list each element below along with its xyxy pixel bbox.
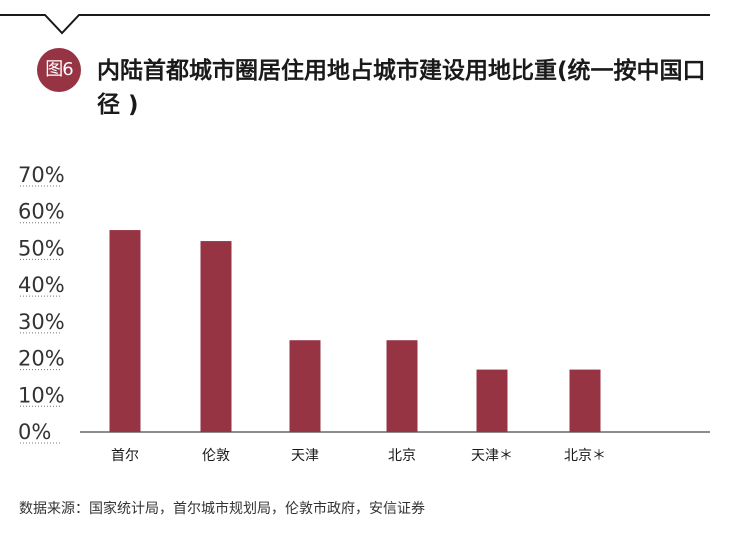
x-tick-label: 北京 [388, 448, 416, 464]
y-tick-label: 30% [18, 310, 65, 334]
y-tick-label: 20% [18, 347, 65, 371]
bar [109, 230, 141, 432]
y-tick-label: 50% [18, 236, 65, 260]
chart-title: 内陆首都城市圈居住用地占城市建设用地比重(统一按中国口径 ) [97, 58, 706, 118]
bar [386, 340, 418, 432]
bar [569, 369, 601, 432]
x-tick-label: 天津＊ [471, 448, 513, 464]
figure-number-badge: 图6 [37, 48, 81, 92]
header-rule [0, 14, 710, 35]
x-tick-label: 北京＊ [564, 448, 606, 464]
y-tick-label: 0% [18, 420, 51, 444]
bar [289, 340, 321, 432]
y-tick-label: 40% [18, 273, 65, 297]
y-tick-label: 70% [18, 163, 65, 187]
data-source-note: 数据来源：国家统计局，首尔城市规划局，伦敦市政府，安信证券 [19, 501, 425, 517]
y-tick-label: 60% [18, 200, 65, 224]
bar [476, 369, 508, 432]
bar [200, 241, 232, 432]
y-tick-label: 10% [18, 383, 65, 407]
x-tick-label: 伦敦 [202, 448, 230, 464]
x-tick-label: 首尔 [111, 448, 139, 464]
bar-chart: 0% 10% 20% 30% 40% 50% 60% 70% 首尔 伦敦 天津 北京 天津＊ 北京＊ [18, 163, 710, 464]
x-tick-label: 天津 [291, 448, 319, 464]
